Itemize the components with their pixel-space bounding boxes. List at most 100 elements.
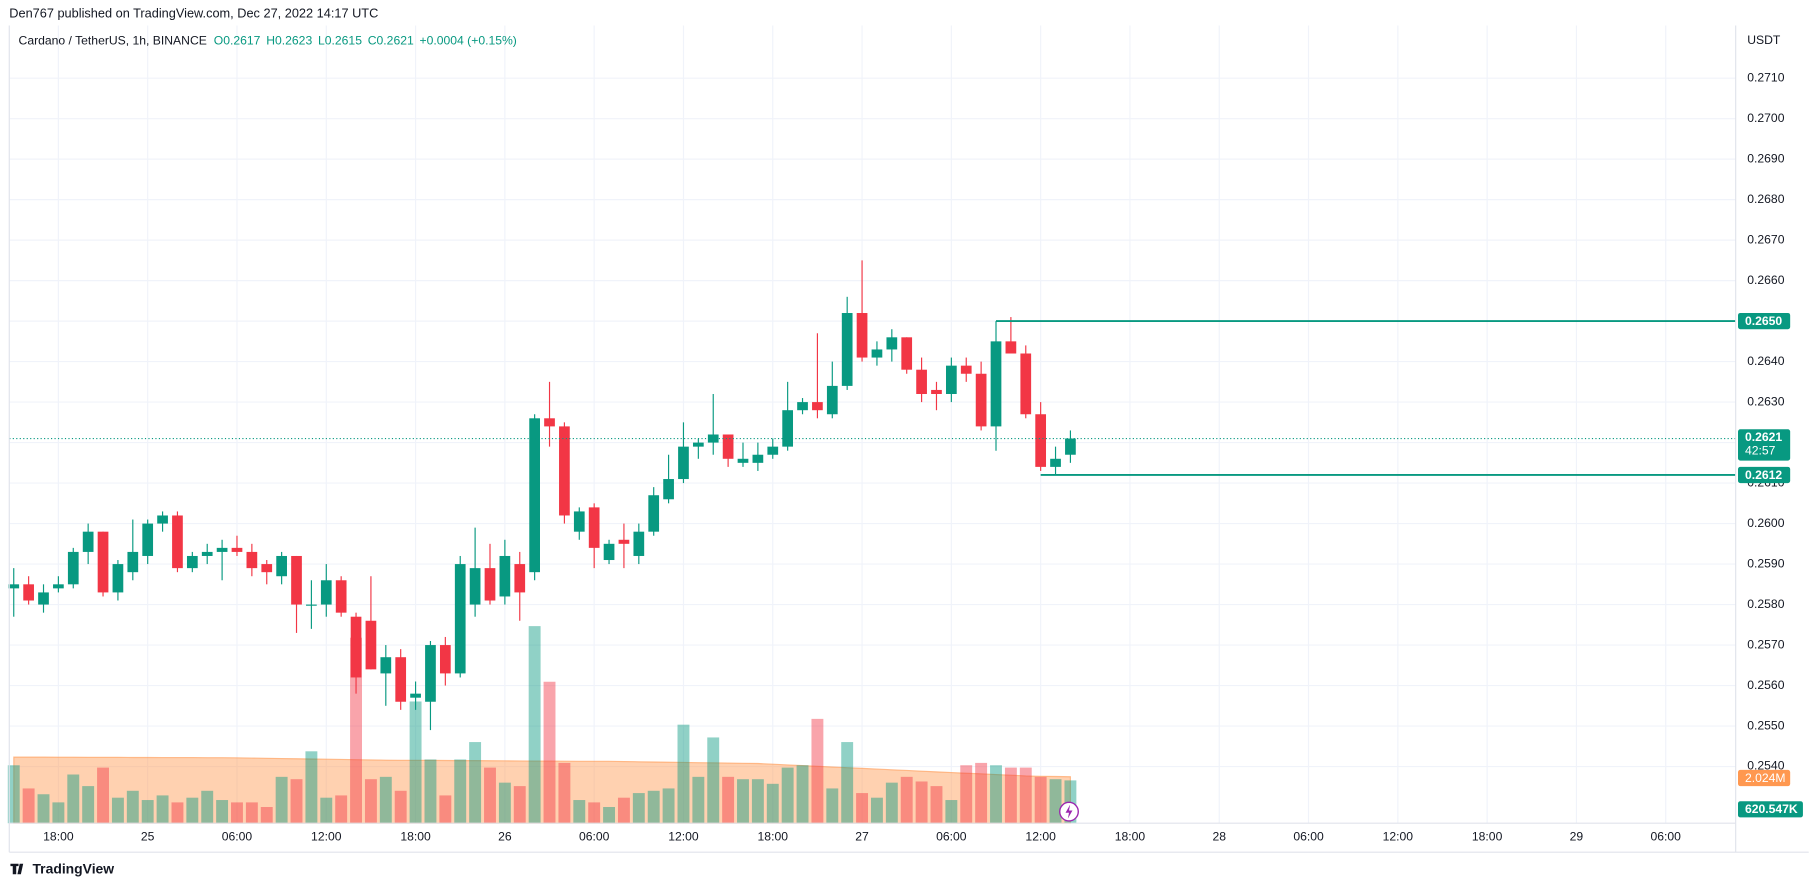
volume-bar [796,765,809,824]
volume-bar [126,790,139,824]
x-tick-label: 27 [855,829,869,843]
candle-body [410,693,421,698]
candle-body [365,620,377,670]
volume-ma-tag [1737,769,1791,787]
volume-bar [1004,767,1017,824]
volume-bar [751,779,764,824]
volume-bar [841,742,854,824]
price-tag [1737,429,1791,461]
event-bolt [1065,804,1073,819]
x-tick-label: 18:00 [1472,829,1503,843]
volume-bar [915,781,928,824]
x-tick-label: 06:00 [936,829,967,843]
symbol-legend: Cardano / TetherUS, 1h, BINANCE O0.2617 H0… [19,34,517,48]
candle-body [752,454,764,463]
ohlc-value: 0.2615 [325,34,362,48]
x-tick-label: 12:00 [311,829,342,843]
candle-body [916,369,927,394]
volume-bar [1034,776,1047,824]
axes: 0.2540 0.2550 0.2560 0.2570 0.2580 0.2590 0.26… [43,70,1803,843]
footer-logo: TradingView [32,860,114,876]
x-tick-label: 12:00 [1025,829,1056,843]
candle-body [8,584,20,589]
y-tick-label: 0.2570 [1747,637,1784,651]
candle-body [990,341,1002,427]
candle-body [499,555,511,597]
candle-body [663,479,674,500]
candle-body [678,446,689,480]
volume-bar [528,626,541,824]
candle-body [826,385,838,415]
volume-bar [900,776,913,824]
x-tick-label: 28 [1212,829,1226,843]
volume-bar [82,786,95,824]
volume-bar [781,767,794,824]
volume-pane [7,626,1077,824]
volume-bar [379,776,392,824]
volume-bar [111,797,124,824]
volume-bar [662,788,675,824]
candle-body [737,458,749,463]
candle-body [1020,353,1032,415]
volume-bar [216,800,229,824]
y-tick-label: 0.2590 [1747,556,1784,570]
volume-bar [945,800,958,824]
volume-bar [364,779,377,824]
volume-bar [990,765,1002,824]
volume-bar [513,786,526,824]
candle-body [142,523,154,556]
symbol-title: Cardano / TetherUS, 1h, BINANCE [19,34,207,48]
candle-body [588,507,600,548]
published-note: Den767 published on TradingView.com, Dec… [9,5,378,20]
price-countdown: 42:57 [1745,444,1776,458]
volume-ma-area [13,756,1071,824]
volume-bar [320,797,333,824]
level-label: 0.2612 [1745,468,1782,482]
volume-bar [632,793,645,824]
volume-bar [707,737,720,824]
y-tick-label: 0.2550 [1747,718,1784,732]
volume-bar [305,751,318,824]
price-tag-value: 0.2621 [1745,430,1782,444]
candle-body [246,551,258,569]
volume-bar [171,802,184,824]
candle-body [603,543,615,561]
candle-body [1050,458,1061,467]
x-tick-label: 06:00 [579,829,610,843]
candle-body [231,547,243,552]
volume-bar [156,795,169,824]
candle-body [633,531,645,556]
volume-bar [617,797,630,824]
candle-body [901,337,913,370]
ohlc-value: 0.2621 [377,34,414,48]
volume-bar [7,765,20,824]
x-tick-label: 25 [141,829,155,843]
candle-body [945,365,957,394]
y-tick-label: 0.2710 [1747,70,1784,84]
volume-bar [543,681,556,824]
candle-body [201,551,213,556]
candle-body [841,313,853,386]
y-tick-label: 0.2600 [1747,516,1784,530]
candle-body [97,531,109,593]
x-tick-label: 18:00 [43,829,74,843]
volume-bar [737,779,749,824]
candle-body [871,349,883,358]
candle-body [261,564,273,573]
volume-bar [558,762,571,824]
volume-bar [856,793,869,824]
candle-body [306,604,317,606]
level-tag [1737,312,1791,330]
candle-body [395,657,407,702]
volume-bar [97,767,109,824]
candle-body [454,564,466,674]
volume-bar [647,790,660,824]
volume-value: 620.547K [1745,802,1798,816]
volume-bar [67,774,80,824]
candle-body [618,539,630,544]
candle-body [960,365,972,374]
ohlc-key: C [368,34,377,48]
x-tick-label: 12:00 [1383,829,1414,843]
candle-body [707,434,719,443]
